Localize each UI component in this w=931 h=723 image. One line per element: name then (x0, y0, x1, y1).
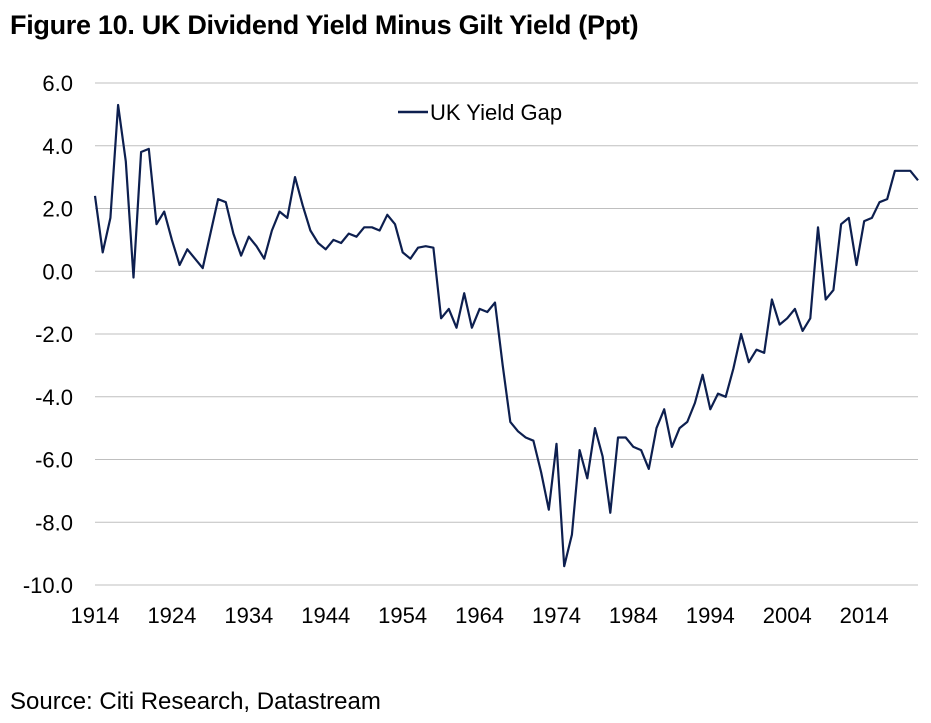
y-tick-label: -2.0 (35, 322, 73, 347)
y-tick-label: -6.0 (35, 448, 73, 473)
y-tick-label: 6.0 (42, 71, 73, 96)
y-axis-tick-labels: 6.0 4.0 2.0 0.0 -2.0 -4.0 -6.0 -8.0 -10.0 (23, 71, 73, 598)
series-line-uk-yield-gap (93, 103, 919, 568)
legend-label-uk-yield-gap: UK Yield Gap (430, 100, 562, 125)
chart-title: Figure 10. UK Dividend Yield Minus Gilt … (10, 10, 639, 40)
x-tick-label: 1954 (378, 603, 427, 628)
source-note: Source: Citi Research, Datastream (10, 688, 381, 715)
y-tick-label: -10.0 (23, 573, 73, 598)
x-tick-label: 1974 (532, 603, 581, 628)
x-tick-label: 1994 (686, 603, 735, 628)
x-tick-label: 1914 (71, 603, 120, 628)
gridlines (95, 82, 918, 586)
x-tick-label: 1964 (455, 603, 504, 628)
x-tick-label: 1984 (609, 603, 658, 628)
x-tick-label: 1924 (147, 603, 196, 628)
y-tick-label: 4.0 (42, 134, 73, 159)
x-tick-label: 1944 (301, 603, 350, 628)
y-tick-label: -4.0 (35, 385, 73, 410)
y-tick-label: 2.0 (42, 197, 73, 222)
x-axis-tick-labels: 1914 1924 1934 1944 1954 1964 1974 1984 1994 2004… (71, 603, 889, 628)
series-group (93, 103, 919, 568)
y-tick-label: 0.0 (42, 259, 73, 284)
y-tick-label: -8.0 (35, 510, 73, 535)
legend: UK Yield Gap (398, 100, 562, 125)
x-tick-label: 1934 (224, 603, 273, 628)
x-tick-label: 2014 (840, 603, 889, 628)
x-tick-label: 2004 (763, 603, 812, 628)
